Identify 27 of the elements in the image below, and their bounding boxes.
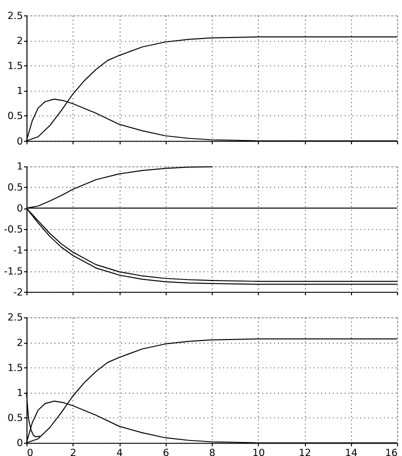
y-tick-label: 0.5 (7, 413, 24, 424)
x-tick-label: 2 (70, 448, 76, 456)
x-tick-label: 10 (252, 448, 265, 456)
y-tick-label: -2 (13, 287, 24, 298)
x-tick-label: 12 (298, 448, 312, 456)
y-tick-label: 2.5 (7, 312, 24, 324)
y-tick-label: -1.5 (4, 266, 24, 278)
x-tick-label: 16 (385, 448, 398, 456)
y-tick-label: 1.5 (7, 60, 24, 72)
y-tick-label: 2 (16, 338, 24, 349)
y-tick-label: 2 (16, 36, 24, 47)
y-tick-label: 0 (16, 204, 24, 215)
y-tick-label: 1 (16, 86, 24, 98)
y-tick-label: 0.5 (7, 182, 24, 194)
x-tick-label: 6 (162, 448, 170, 456)
x-tick-label: 0 (26, 448, 34, 456)
y-tick-label: 0.5 (7, 111, 24, 122)
y-tick-label: -1 (13, 245, 24, 256)
y-tick-label: -0.5 (4, 224, 24, 236)
x-tick-label: 8 (209, 448, 216, 456)
x-tick-label: 14 (345, 448, 358, 456)
y-tick-label: 2.5 (7, 10, 24, 22)
y-tick-label: 0 (16, 136, 24, 148)
y-tick-label: 1.5 (7, 362, 24, 374)
x-tick-label: 4 (116, 448, 123, 456)
y-tick-label: 1 (16, 162, 24, 173)
y-tick-label: 1 (16, 388, 24, 400)
